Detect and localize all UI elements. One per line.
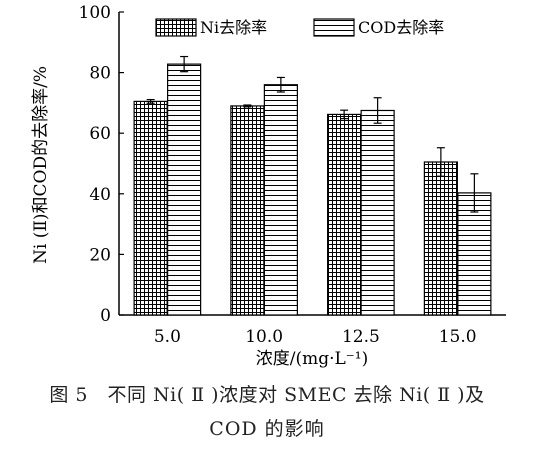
- y-tick-label: 20: [89, 245, 111, 265]
- bar-ni-0: [133, 100, 168, 316]
- figure-caption-line-1: 图 5 不同 Ni( Ⅱ )浓度对 SMEC 去除 Ni( Ⅱ )及: [49, 384, 485, 406]
- y-tick-label: 60: [89, 124, 111, 144]
- legend-label-ni: Ni去除率: [200, 18, 267, 37]
- legend-swatch-ni: [155, 18, 197, 37]
- bar-ni-3: [423, 161, 458, 316]
- x-tick-label: 5.0: [154, 327, 181, 347]
- x-axis-label: 浓度/(mg·L⁻¹): [256, 349, 368, 369]
- y-tick-label: 0: [100, 306, 111, 326]
- axes: 0 20 40 60 80 100 5.0 10.0 12.5 15.0: [79, 3, 506, 347]
- y-tick-label: 100: [79, 3, 111, 23]
- bars: [133, 63, 492, 316]
- legend: Ni去除率 COD去除率: [155, 18, 444, 37]
- y-axis-label: Ni (Ⅱ)和COD的去除率/%: [31, 66, 51, 264]
- y-tick-label: 40: [89, 185, 111, 205]
- figure-caption-line-2: COD 的影响: [209, 418, 325, 440]
- y-tick-label: 80: [89, 64, 111, 84]
- x-tick-label: 12.5: [342, 327, 380, 347]
- legend-swatch-cod: [313, 18, 355, 37]
- error-bars: [146, 55, 479, 213]
- bar-ni-1: [230, 105, 265, 316]
- x-tick-label: 10.0: [245, 327, 283, 347]
- x-tick-label: 15.0: [439, 327, 477, 347]
- bar-cod-1: [263, 84, 298, 316]
- bar-cod-2: [360, 109, 395, 316]
- bar-ni-2: [327, 113, 362, 316]
- legend-label-cod: COD去除率: [358, 18, 444, 37]
- bar-cod-3: [457, 192, 492, 316]
- bar-cod-0: [167, 63, 202, 316]
